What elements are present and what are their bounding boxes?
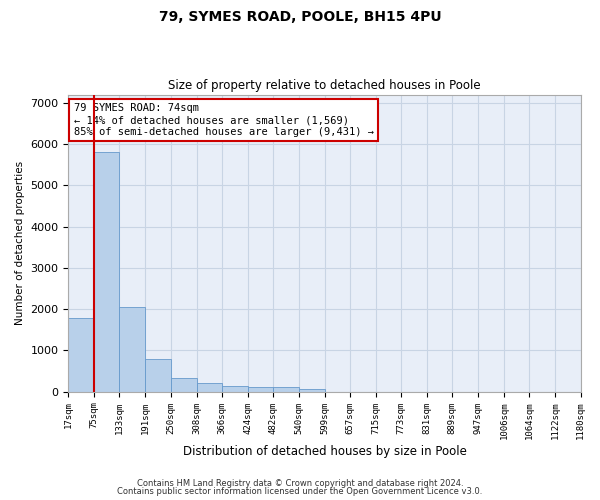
Bar (197, 384, 222, 392)
Bar (222, 386, 248, 392)
Bar (145, 358, 171, 392)
Text: 79 SYMES ROAD: 74sqm
← 14% of detached houses are smaller (1,569)
85% of semi-de: 79 SYMES ROAD: 74sqm ← 14% of detached h… (74, 104, 374, 136)
Bar (299, 388, 325, 392)
Text: Contains public sector information licensed under the Open Government Licence v3: Contains public sector information licen… (118, 487, 482, 496)
Bar (94, 152, 119, 392)
Bar (171, 378, 197, 392)
Y-axis label: Number of detached properties: Number of detached properties (15, 161, 25, 325)
Title: Size of property relative to detached houses in Poole: Size of property relative to detached ho… (168, 79, 481, 92)
X-axis label: Distribution of detached houses by size in Poole: Distribution of detached houses by size … (182, 444, 466, 458)
Text: Contains HM Land Registry data © Crown copyright and database right 2024.: Contains HM Land Registry data © Crown c… (137, 478, 463, 488)
Bar (273, 387, 299, 392)
Bar (119, 306, 145, 392)
Bar (68, 318, 94, 392)
Text: 79, SYMES ROAD, POOLE, BH15 4PU: 79, SYMES ROAD, POOLE, BH15 4PU (158, 10, 442, 24)
Bar (248, 387, 273, 392)
